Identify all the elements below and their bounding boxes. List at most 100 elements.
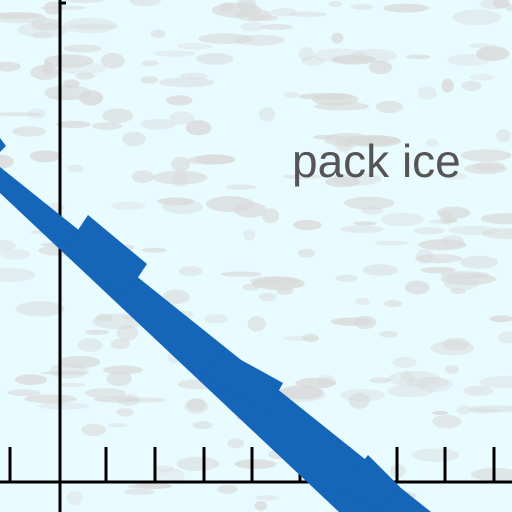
ice-floe xyxy=(243,229,256,241)
ice-floe xyxy=(413,227,445,235)
ice-floe xyxy=(141,60,159,67)
ice-floe xyxy=(169,111,195,125)
ice-floe xyxy=(81,423,107,437)
ice-floe xyxy=(122,131,146,147)
ice-floe xyxy=(251,277,305,290)
ice-floe xyxy=(129,0,162,7)
ice-floe xyxy=(63,17,117,34)
ice-floe xyxy=(186,398,206,412)
ice-floe xyxy=(102,108,134,123)
ice-floe xyxy=(448,225,499,235)
ice-floe xyxy=(383,3,430,13)
ice-floe xyxy=(469,74,495,81)
ice-floe xyxy=(0,249,31,260)
ice-floe xyxy=(195,53,234,65)
ice-floe xyxy=(282,174,323,180)
ice-floe xyxy=(123,488,155,495)
ice-floe xyxy=(116,324,139,341)
ice-floe xyxy=(353,221,377,226)
ice-floe xyxy=(57,382,86,387)
ice-floe xyxy=(7,389,41,396)
ice-floe xyxy=(330,317,373,326)
ice-floe xyxy=(38,402,90,410)
ice-floe xyxy=(418,239,467,251)
ice-floe xyxy=(295,377,337,389)
ice-floe xyxy=(0,61,21,72)
ice-floe xyxy=(166,95,193,106)
ice-floe xyxy=(323,132,372,147)
ice-floe xyxy=(369,377,392,384)
ice-floe xyxy=(298,47,314,61)
ice-floe xyxy=(194,154,236,165)
ice-floe xyxy=(442,217,458,223)
ice-floe xyxy=(480,213,512,225)
ice-floe xyxy=(331,32,344,44)
ice-floe xyxy=(192,421,213,430)
ice-floe xyxy=(255,495,281,501)
ice-floe xyxy=(482,228,512,240)
ice-floe xyxy=(0,240,16,251)
ice-floe xyxy=(468,405,512,413)
ice-floe xyxy=(258,292,277,302)
ice-floe xyxy=(111,201,146,210)
ice-floe xyxy=(43,1,64,15)
ice-floe xyxy=(79,90,104,106)
ice-floe xyxy=(411,448,460,462)
ice-floe xyxy=(234,459,277,469)
ice-floe xyxy=(150,29,166,38)
ice-floe xyxy=(64,0,104,3)
ice-floe xyxy=(0,154,14,169)
ice-floe xyxy=(444,277,479,291)
ice-floe xyxy=(432,410,449,416)
ice-floe xyxy=(0,112,43,117)
ice-floe xyxy=(0,267,36,283)
ice-floe xyxy=(464,163,507,175)
ice-floe xyxy=(384,300,402,308)
ice-floe xyxy=(185,120,212,136)
ice-floe xyxy=(298,248,315,258)
ice-floe xyxy=(348,393,370,409)
ice-floe xyxy=(416,248,434,264)
ice-floe xyxy=(140,76,159,84)
ice-floe xyxy=(339,225,384,233)
ice-floe xyxy=(400,370,415,383)
ice-floe xyxy=(225,184,256,190)
ice-floe xyxy=(331,54,376,65)
ice-floe xyxy=(392,356,417,368)
ice-floe xyxy=(108,423,128,428)
ice-floe xyxy=(106,371,132,387)
ice-floe xyxy=(301,333,319,343)
drift-track-segment-1 xyxy=(64,215,147,298)
ice-floe xyxy=(425,138,439,147)
ice-floe xyxy=(443,172,467,180)
ice-floe xyxy=(361,206,384,215)
ice-floe xyxy=(12,126,46,137)
ice-floe xyxy=(178,266,203,276)
ice-floe xyxy=(328,0,342,8)
ice-floe xyxy=(103,365,143,375)
ice-floe xyxy=(237,0,257,12)
ice-floe xyxy=(247,316,266,332)
ice-floe xyxy=(440,210,454,225)
ice-floe xyxy=(288,11,327,18)
ice-floe xyxy=(32,31,53,39)
ice-floe xyxy=(362,264,399,276)
drift-track-segment-2 xyxy=(200,350,283,412)
ice-floe xyxy=(344,196,395,210)
ice-floe xyxy=(44,54,94,68)
ice-floe xyxy=(436,206,471,219)
ice-floe xyxy=(159,77,215,88)
ice-floe xyxy=(415,377,453,392)
ice-floe xyxy=(414,254,463,264)
ice-floe xyxy=(49,362,88,379)
ice-floe xyxy=(95,313,113,322)
ice-floe xyxy=(133,482,173,489)
ice-floe xyxy=(386,384,434,398)
ice-floe xyxy=(301,56,325,66)
ice-floe xyxy=(100,52,125,69)
ice-floe xyxy=(217,484,238,494)
ice-floe xyxy=(198,33,253,44)
ice-floe xyxy=(479,375,512,389)
ice-floe xyxy=(460,149,512,162)
